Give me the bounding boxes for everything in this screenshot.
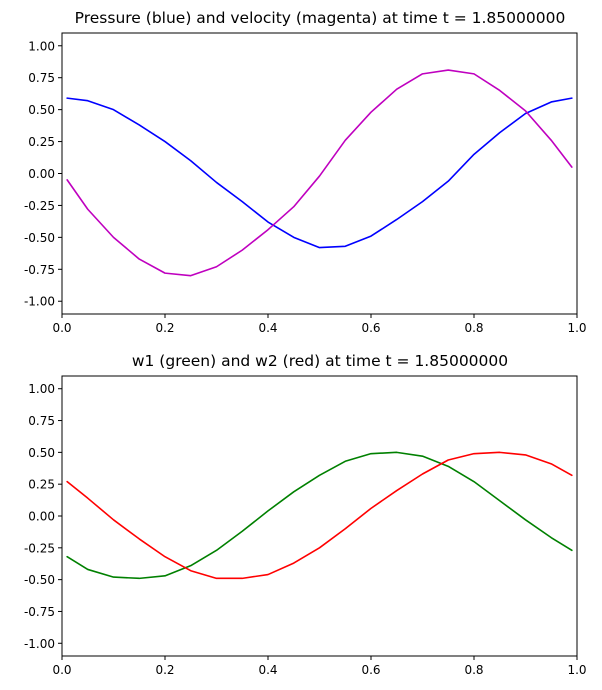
- x-tick-label: 1.0: [567, 663, 586, 677]
- y-tick-label: 0.00: [28, 167, 55, 181]
- x-tick-label: 0.0: [52, 321, 71, 335]
- y-tick-label: -1.00: [24, 637, 55, 651]
- y-tick-label: 0.25: [28, 478, 55, 492]
- chart-title: w1 (green) and w2 (red) at time t = 1.85…: [132, 352, 508, 370]
- x-tick-label: 0.6: [361, 321, 380, 335]
- tick-group: 0.0 0.2 0.4 0.6 0.8 1.0 -1.00 -0.75 -0.50 -0.25 0.…: [24, 382, 587, 677]
- x-tick-label: 0.6: [361, 663, 380, 677]
- x-tick-label: 0.2: [155, 321, 174, 335]
- w1-w2-chart: w1 (green) and w2 (red) at time t = 1.85…: [24, 352, 587, 677]
- y-tick-label: 0.25: [28, 135, 55, 149]
- chart-title: Pressure (blue) and velocity (magenta) a…: [75, 9, 566, 27]
- series-group: [66, 69, 573, 277]
- y-tick-label: 0.00: [28, 510, 55, 524]
- y-tick-label: 0.75: [28, 71, 55, 85]
- tick-group: 0.0 0.2 0.4 0.6 0.8 1.0 -1.00 -0.75 -0.50 -0.25 0.…: [24, 39, 587, 335]
- y-tick-label: -0.50: [24, 573, 55, 587]
- y-tick-label: -0.25: [24, 199, 55, 213]
- x-tick-label: 0.0: [52, 663, 71, 677]
- x-tick-label: 0.4: [258, 663, 277, 677]
- pressure-velocity-chart: Pressure (blue) and velocity (magenta) a…: [24, 9, 587, 335]
- y-tick-label: -0.25: [24, 541, 55, 555]
- y-tick-label: 0.75: [28, 414, 55, 428]
- series-line-1: [66, 451, 573, 580]
- x-tick-label: 0.4: [258, 321, 277, 335]
- y-tick-label: -0.75: [24, 263, 55, 277]
- y-tick-label: -0.75: [24, 605, 55, 619]
- y-tick-label: 0.50: [28, 103, 55, 117]
- series-line-0: [66, 97, 573, 249]
- series-line-0: [66, 451, 573, 580]
- x-tick-label: 1.0: [567, 321, 586, 335]
- series-line-1: [66, 69, 573, 277]
- y-tick-label: 1.00: [28, 382, 55, 396]
- y-tick-label: -0.50: [24, 231, 55, 245]
- y-tick-label: -1.00: [24, 295, 55, 309]
- x-tick-label: 0.2: [155, 663, 174, 677]
- x-tick-label: 0.8: [464, 321, 483, 335]
- y-tick-label: 0.50: [28, 446, 55, 460]
- series-group: [66, 451, 573, 580]
- y-tick-label: 1.00: [28, 39, 55, 53]
- x-tick-label: 0.8: [464, 663, 483, 677]
